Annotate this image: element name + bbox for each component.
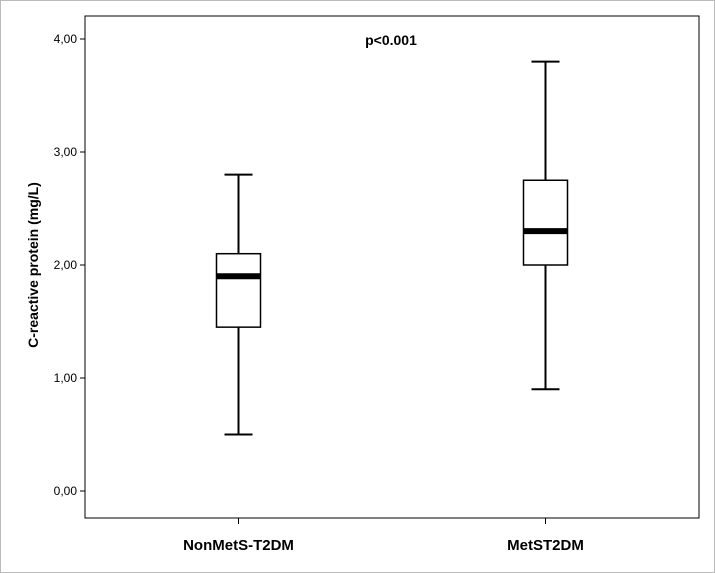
box-1 — [215, 173, 262, 436]
box-2 — [522, 60, 569, 391]
y-tick-label: 0,00 — [54, 484, 78, 498]
y-axis-title: C-reactive protein (mg/L) — [25, 182, 41, 348]
p-value-annotation: p<0.001 — [365, 32, 417, 48]
boxes-group — [215, 60, 569, 436]
iqr-box — [215, 252, 262, 328]
x-axis: NonMetS-T2DM MetST2DM — [183, 518, 584, 554]
y-tick-label: 4,00 — [54, 32, 78, 46]
x-category-label: NonMetS-T2DM — [183, 537, 294, 554]
y-tick-label: 1,00 — [54, 371, 78, 385]
y-tick-label: 2,00 — [54, 258, 78, 272]
x-category-label: MetST2DM — [507, 537, 584, 554]
y-axis: 0,00 1,00 2,00 3,00 4,00 — [54, 32, 85, 498]
iqr-box — [522, 179, 569, 266]
plot-frame — [84, 15, 700, 519]
y-tick-label: 3,00 — [54, 145, 78, 159]
